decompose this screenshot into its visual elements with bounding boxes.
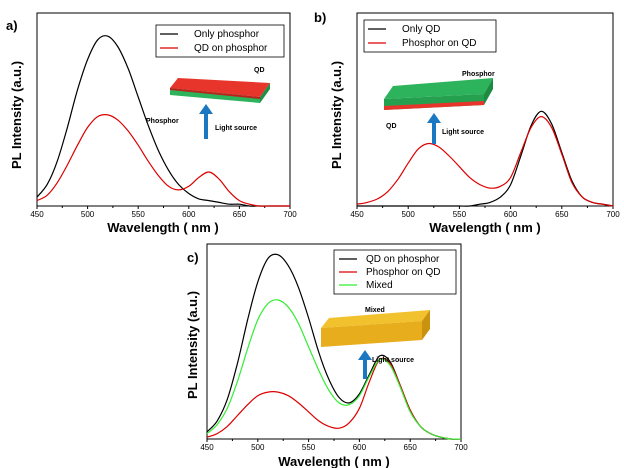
panel-c-series-2-line (206, 357, 462, 440)
panel-c-x-tick-label: 700 (454, 443, 468, 452)
panel-b: b) PL Intensity (a.u.) Wavelength ( nm )… (314, 10, 620, 235)
panel-b-inset-label-qd: QD (386, 123, 397, 130)
panel-b-phosphor-layer-side (484, 78, 493, 105)
panel-c-x-tick-label: 450 (200, 443, 214, 452)
panel-b-x-tick-label: 600 (504, 210, 518, 219)
panel-b-phosphor-layer-top (384, 78, 493, 99)
panel-b-light-arrow-head (427, 113, 441, 123)
panel-b-inset-label-phosphor: Phosphor (462, 71, 495, 78)
panel-a-light-arrow-head (199, 104, 213, 114)
panel-b-y-axis-title: PL Intensity (a.u.) (329, 61, 344, 169)
panel-b-legend-2: Phosphor on QD (402, 38, 477, 49)
panel-a-curves (36, 35, 290, 207)
panel-a-label: a) (6, 18, 18, 33)
panel-c-label: c) (187, 250, 199, 265)
panel-c-inset-illustration: Mixed Light source (321, 307, 430, 379)
panel-a-x-tick-label: 450 (30, 210, 44, 219)
panel-a-legend-1: Only phosphor (194, 29, 260, 40)
panel-a-x-tick-label: 650 (233, 210, 247, 219)
panel-b-light-arrow-shaft (432, 122, 436, 144)
panel-a-x-tick-label: 500 (81, 210, 95, 219)
panel-a: a) PL Intensity (a.u.) Wavelength ( nm )… (6, 12, 297, 235)
panel-a-qd-layer-front (170, 88, 260, 99)
panel-b-x-tick-label: 700 (606, 210, 620, 219)
panel-a-inset-label-light-source: Light source (215, 125, 257, 132)
panel-b-x-tick-label: 500 (402, 210, 416, 219)
panel-a-legend: Only phosphor QD on phosphor (155, 24, 285, 58)
panel-c-mixed-layer-side (422, 310, 430, 340)
panel-c-series-3-line (206, 299, 462, 440)
panel-a-y-axis-title: PL Intensity (a.u.) (9, 61, 24, 169)
panel-c-x-axis: 450 500 550 600 650 700 (200, 439, 468, 452)
panel-b-legend-1: Only QD (402, 24, 440, 35)
panel-c: c) PL Intensity (a.u.) Wavelength ( nm )… (185, 243, 468, 468)
panel-c-x-tick-label: 600 (353, 443, 367, 452)
panel-c-inset-label-light-source: Light source (372, 357, 414, 364)
panel-a-x-tick-label: 700 (283, 210, 297, 219)
panel-b-inset-label-light-source: Light source (442, 129, 484, 136)
panel-b-legend-box (363, 19, 497, 53)
panel-c-legend-1: QD on phosphor (366, 254, 440, 265)
panel-c-x-tick-label: 550 (302, 443, 316, 452)
panel-c-inset-label-mixed: Mixed (365, 307, 385, 314)
panel-c-curves (206, 253, 462, 440)
panel-c-x-tick-label: 650 (404, 443, 418, 452)
panel-c-mixed-layer-front (321, 321, 422, 347)
panel-b-x-tick-label: 450 (350, 210, 364, 219)
panel-c-legend-3: Mixed (366, 280, 393, 291)
panel-b-qd-layer-front (384, 101, 484, 110)
panel-a-series-1-line (36, 35, 290, 207)
panel-b-x-axis-title: Wavelength ( nm ) (429, 220, 540, 235)
panel-a-light-arrow-shaft (204, 113, 208, 139)
panel-c-y-axis-title: PL Intensity (a.u.) (185, 291, 200, 399)
panel-a-x-axis-title: Wavelength ( nm ) (107, 220, 218, 235)
panel-b-series-2-line (356, 115, 614, 207)
panel-b-curves (356, 110, 614, 207)
panel-b-inset-illustration: Phosphor QD Light source (384, 71, 495, 144)
panel-a-phosphor-layer-side (260, 83, 270, 103)
panel-a-x-axis: 450 500 550 600 650 700 (30, 206, 297, 219)
panel-c-light-arrow-head (358, 350, 372, 360)
panel-c-x-axis-title: Wavelength ( nm ) (278, 454, 389, 468)
panel-c-legend: QD on phosphor Phosphor on QD Mixed (333, 249, 457, 295)
panel-b-x-axis: 450 500 550 600 650 700 (350, 206, 620, 219)
panel-c-mixed-layer-top (321, 310, 430, 328)
panel-a-inset-illustration: QD Phosphor Light source (146, 67, 270, 139)
panel-c-legend-2: Phosphor on QD (366, 267, 441, 278)
panel-c-light-arrow-shaft (363, 359, 367, 379)
panel-b-x-tick-label: 550 (453, 210, 467, 219)
panel-a-series-2-line (36, 114, 290, 207)
panel-a-x-tick-label: 600 (182, 210, 196, 219)
panel-a-legend-box (155, 24, 285, 58)
panel-a-legend-2: QD on phosphor (194, 43, 268, 54)
panel-b-x-tick-label: 650 (555, 210, 569, 219)
panel-b-label: b) (314, 10, 326, 25)
panel-a-inset-label-phosphor: Phosphor (146, 118, 179, 125)
panel-b-series-1-line (357, 110, 614, 207)
panel-a-qd-layer-top (170, 78, 270, 97)
panel-a-inset-label-qd: QD (254, 67, 265, 74)
panel-c-x-tick-label: 500 (251, 443, 265, 452)
panel-b-legend: Only QD Phosphor on QD (363, 19, 497, 53)
panel-a-x-tick-label: 550 (132, 210, 146, 219)
